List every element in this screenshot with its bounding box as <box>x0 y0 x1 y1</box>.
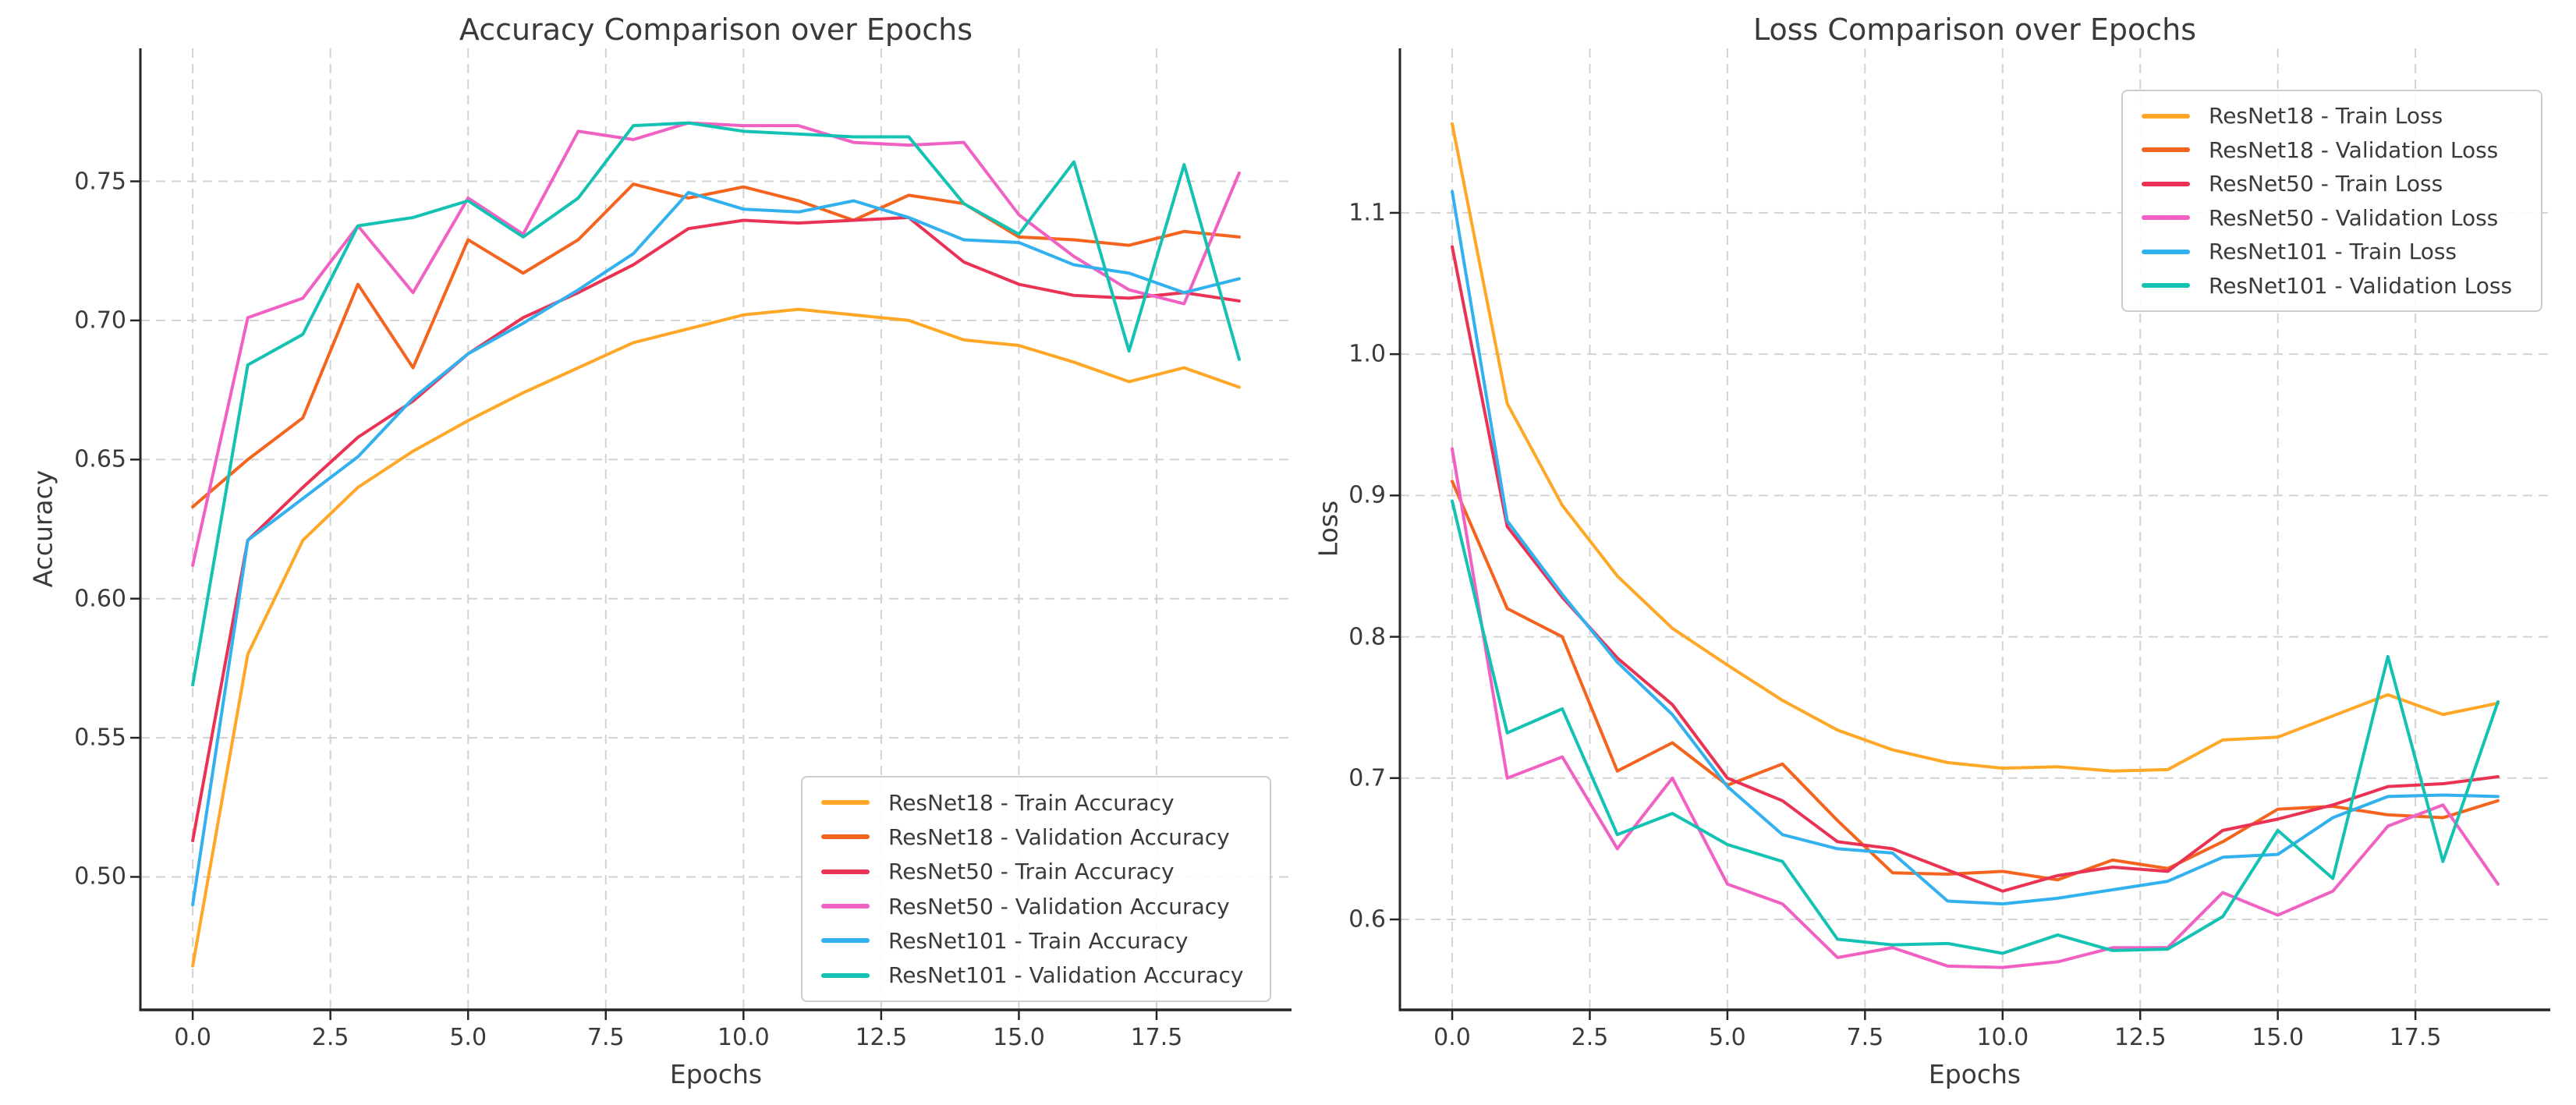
x-tick-label: 12.5 <box>855 1024 908 1051</box>
series-line-resnet50-train-accuracy <box>191 215 1241 843</box>
legend-label: ResNet50 - Validation Accuracy <box>888 893 1230 919</box>
left-y-axis-label: Accuracy <box>27 469 58 588</box>
series-line-resnet18-validation-loss <box>1451 480 2500 882</box>
legend-line-swatch <box>2142 181 2190 186</box>
y-tick-label: 0.8 <box>1348 623 1386 651</box>
legend-label: ResNet18 - Validation Accuracy <box>888 823 1230 850</box>
y-tick-label: 0.9 <box>1348 481 1386 509</box>
legend-line-swatch <box>821 938 870 944</box>
right-x-axis-label: Epochs <box>1928 1059 2021 1089</box>
legend-line-swatch <box>821 904 870 909</box>
legend-item: ResNet101 - Train Accuracy <box>803 928 1270 954</box>
left-plot-title: Accuracy Comparison over Epochs <box>459 12 973 47</box>
series-line-resnet50-train-loss <box>1451 245 2500 893</box>
legend-item: ResNet101 - Validation Accuracy <box>803 962 1270 988</box>
x-tick-label: 0.0 <box>1433 1024 1471 1051</box>
legend-line-swatch <box>821 834 870 840</box>
x-tick-label: 12.5 <box>2114 1024 2167 1051</box>
legend-label: ResNet50 - Train Loss <box>2209 171 2443 197</box>
legend-line-swatch <box>2142 113 2190 119</box>
legend-line-swatch <box>821 972 870 978</box>
x-tick-label: 7.5 <box>1846 1024 1884 1051</box>
legend-item: ResNet50 - Validation Loss <box>2123 205 2541 231</box>
legend-line-swatch <box>2142 215 2190 221</box>
x-tick-label: 15.0 <box>2252 1024 2305 1051</box>
legend-label: ResNet50 - Validation Loss <box>2209 204 2499 231</box>
x-tick-label: 7.5 <box>586 1024 625 1051</box>
y-tick-label: 0.60 <box>74 585 126 613</box>
x-tick-label: 2.5 <box>1571 1024 1609 1051</box>
left-legend: ResNet18 - Train Accuracy ResNet18 - Vali… <box>801 776 1271 1002</box>
x-tick-label: 10.0 <box>1976 1024 2029 1051</box>
series-line-resnet18-train-accuracy <box>191 307 1241 968</box>
legend-item: ResNet101 - Validation Loss <box>2123 273 2541 299</box>
legend-line-swatch <box>2142 147 2190 153</box>
legend-item: ResNet50 - Validation Accuracy <box>803 894 1270 919</box>
series-line-resnet50-validation-accuracy <box>191 121 1241 567</box>
y-tick-label: 1.0 <box>1348 340 1386 368</box>
legend-line-swatch <box>821 869 870 874</box>
x-tick-label: 17.5 <box>1130 1024 1183 1051</box>
y-tick-label: 0.7 <box>1348 764 1386 792</box>
series-line-resnet101-validation-loss <box>1451 499 2500 955</box>
x-tick-label: 5.0 <box>449 1024 487 1051</box>
series-line-resnet101-train-accuracy <box>191 190 1241 907</box>
legend-item: ResNet18 - Train Loss <box>2123 103 2541 129</box>
series-line-resnet50-validation-loss <box>1451 447 2500 969</box>
y-tick-label: 1.1 <box>1348 199 1386 227</box>
x-tick-label: 10.0 <box>717 1024 770 1051</box>
legend-label: ResNet101 - Train Loss <box>2209 239 2457 265</box>
legend-label: ResNet101 - Train Accuracy <box>888 927 1189 954</box>
legend-label: ResNet18 - Validation Loss <box>2209 136 2499 163</box>
legend-item: ResNet50 - Train Accuracy <box>803 859 1270 884</box>
legend-item: ResNet101 - Train Loss <box>2123 239 2541 264</box>
x-tick-label: 2.5 <box>311 1024 349 1051</box>
legend-item: ResNet50 - Train Loss <box>2123 171 2541 197</box>
legend-label: ResNet18 - Train Loss <box>2209 103 2443 129</box>
legend-line-swatch <box>2142 283 2190 289</box>
legend-label: ResNet101 - Validation Loss <box>2209 272 2513 299</box>
y-tick-label: 0.70 <box>74 306 126 335</box>
left-x-axis-label: Epochs <box>669 1059 763 1089</box>
legend-item: ResNet18 - Validation Loss <box>2123 137 2541 163</box>
y-tick-label: 0.50 <box>74 862 126 891</box>
series-line-resnet101-validation-accuracy <box>191 121 1241 687</box>
legend-item: ResNet18 - Train Accuracy <box>803 790 1270 816</box>
y-tick-label: 0.65 <box>74 445 126 473</box>
legend-line-swatch <box>2142 249 2190 254</box>
y-tick-label: 0.75 <box>74 168 126 196</box>
legend-label: ResNet18 - Train Accuracy <box>888 789 1175 816</box>
right-legend: ResNet18 - Train Loss ResNet18 - Validati… <box>2121 90 2542 312</box>
x-tick-label: 5.0 <box>1709 1024 1746 1051</box>
series-line-resnet18-train-loss <box>1451 122 2500 773</box>
x-tick-label: 0.0 <box>174 1024 211 1051</box>
series-line-resnet18-validation-accuracy <box>191 182 1241 508</box>
right-plot-title: Loss Comparison over Epochs <box>1753 12 2196 47</box>
x-tick-label: 15.0 <box>993 1024 1045 1051</box>
x-tick-label: 17.5 <box>2389 1024 2442 1051</box>
y-tick-label: 0.6 <box>1348 905 1386 933</box>
legend-item: ResNet18 - Validation Accuracy <box>803 824 1270 850</box>
series-line-resnet101-train-loss <box>1451 189 2500 906</box>
legend-label: ResNet50 - Train Accuracy <box>888 859 1175 885</box>
y-tick-label: 0.55 <box>74 724 126 752</box>
legend-label: ResNet101 - Validation Accuracy <box>888 962 1244 989</box>
legend-line-swatch <box>821 800 870 806</box>
